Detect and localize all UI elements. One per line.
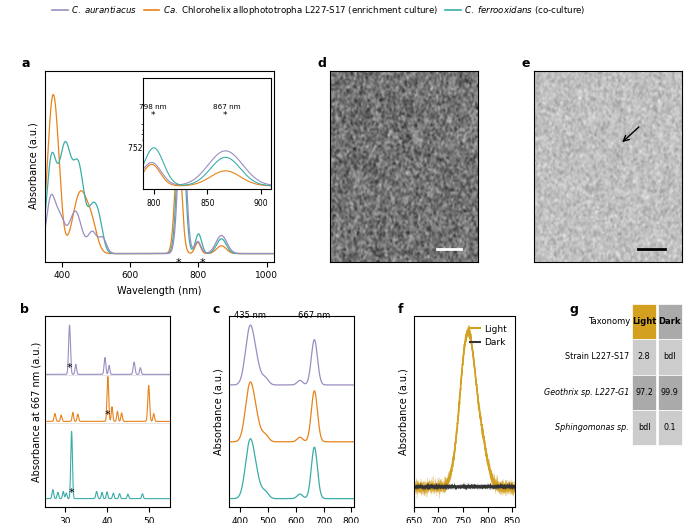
Text: e: e [522,57,530,70]
Text: 435 nm: 435 nm [234,311,266,320]
Text: Strain L227-S17: Strain L227-S17 [565,353,629,361]
Legend: Light, Dark: Light, Dark [466,321,510,351]
Bar [658,410,682,445]
Bar [632,304,656,339]
Text: 741/
749/
752 nm: 741/ 749/ 752 nm [128,123,158,153]
Y-axis label: Absorbance at 667 nm (a.u.): Absorbance at 667 nm (a.u.) [32,342,42,482]
Bar [658,304,682,339]
Text: c: c [213,303,220,315]
Text: *: * [105,410,111,420]
Text: *: * [68,487,75,497]
Bar [658,339,682,374]
Text: 0.1: 0.1 [664,423,676,432]
Text: Dark: Dark [658,317,681,326]
Text: *: * [66,363,73,373]
Text: 97.2: 97.2 [635,388,653,397]
Text: b: b [20,303,28,315]
Bar [632,339,656,374]
Y-axis label: Absorbance (a.u.): Absorbance (a.u.) [214,369,223,455]
Text: a: a [22,57,30,70]
Text: 667 nm: 667 nm [298,311,330,320]
Bar [632,410,656,445]
Text: Taxonomy: Taxonomy [588,317,630,326]
Y-axis label: Absorbance (a.u.): Absorbance (a.u.) [29,123,39,209]
X-axis label: Wavelength (nm): Wavelength (nm) [117,286,201,296]
Text: f: f [397,303,403,315]
Legend: $\it{C.}$ $\it{aurantiacus}$, $\it{Ca.}$ Chlorohelix allophototropha L227-S17 (e: $\it{C.}$ $\it{aurantiacus}$, $\it{Ca.}$… [49,1,589,20]
Text: Sphingomonas sp.: Sphingomonas sp. [556,423,629,432]
Text: 99.9: 99.9 [661,388,679,397]
Text: d: d [318,57,327,70]
Text: *: * [175,258,181,268]
Text: *: * [200,258,206,268]
Text: 2.8: 2.8 [638,353,650,361]
Text: Geothrix sp. L227-G1: Geothrix sp. L227-G1 [544,388,629,397]
Text: bdl: bdl [664,353,676,361]
Text: Light: Light [632,317,656,326]
Bar [632,374,656,410]
Text: g: g [569,303,578,315]
Y-axis label: Absorbance (a.u.): Absorbance (a.u.) [398,369,408,455]
Bar [658,374,682,410]
Text: bdl: bdl [638,423,650,432]
